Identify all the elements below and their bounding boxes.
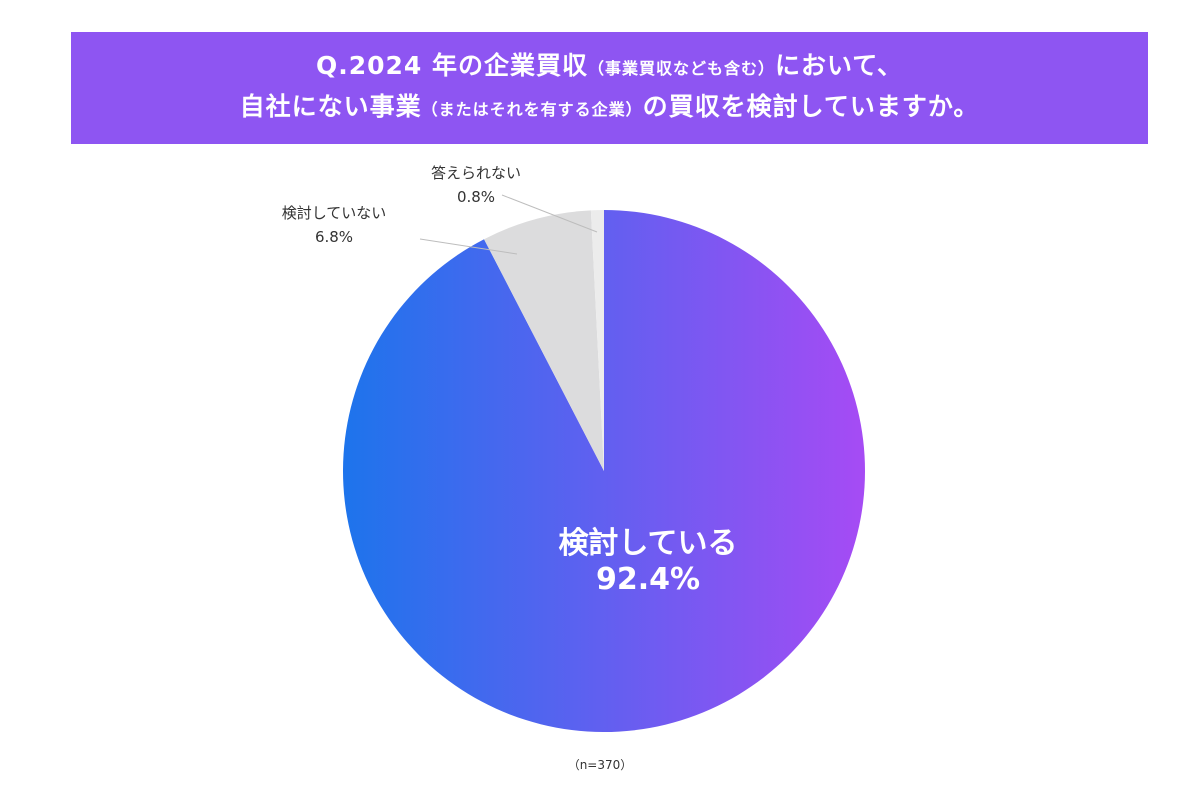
slice-label-text-1: 検討している bbox=[558, 526, 737, 561]
slice-value-label-1: 92.4% bbox=[596, 562, 700, 597]
slice-label-2: 検討していない 6.8% bbox=[282, 204, 387, 246]
pie-slices bbox=[343, 210, 866, 732]
sample-size-note: （n=370） bbox=[567, 758, 633, 772]
slice-labels: 検討している 92.4% 検討していない 6.8% 答えられない 0.8% bbox=[282, 164, 738, 597]
leader-lines bbox=[419, 194, 598, 255]
pie-slice-2 bbox=[484, 210, 604, 471]
leader-line-2 bbox=[419, 238, 518, 255]
title-line-1-prefix: Q.2024 年の企業買収 bbox=[315, 51, 588, 80]
title-line-1-suffix: において、 bbox=[775, 51, 904, 80]
title-line-2-note: （またはそれを有する企業） bbox=[421, 100, 643, 119]
slice-label-1: 検討している 92.4% bbox=[558, 526, 737, 597]
slice-value-label-2: 6.8% bbox=[315, 228, 353, 246]
slice-label-text-2: 検討していない bbox=[282, 204, 387, 222]
title-line-2-suffix: の買収を検討していますか。 bbox=[642, 92, 980, 121]
question-title-banner: Q.2024 年の企業買収（事業買収なども含む）において、 自社にない事業（また… bbox=[71, 32, 1148, 144]
title-line-2-prefix: 自社にない事業 bbox=[239, 92, 422, 121]
title-line-1: Q.2024 年の企業買収（事業買収なども含む）において、 bbox=[316, 47, 903, 88]
slice-label-3: 答えられない 0.8% bbox=[431, 164, 521, 206]
leader-line-3 bbox=[501, 194, 598, 233]
slice-label-text-3: 答えられない bbox=[431, 164, 521, 182]
title-line-1-note: （事業買収なども含む） bbox=[588, 59, 776, 78]
slice-value-label-3: 0.8% bbox=[457, 188, 495, 206]
pie-slice-3 bbox=[590, 210, 604, 471]
title-line-2: 自社にない事業（またはそれを有する企業）の買収を検討していますか。 bbox=[240, 88, 980, 129]
